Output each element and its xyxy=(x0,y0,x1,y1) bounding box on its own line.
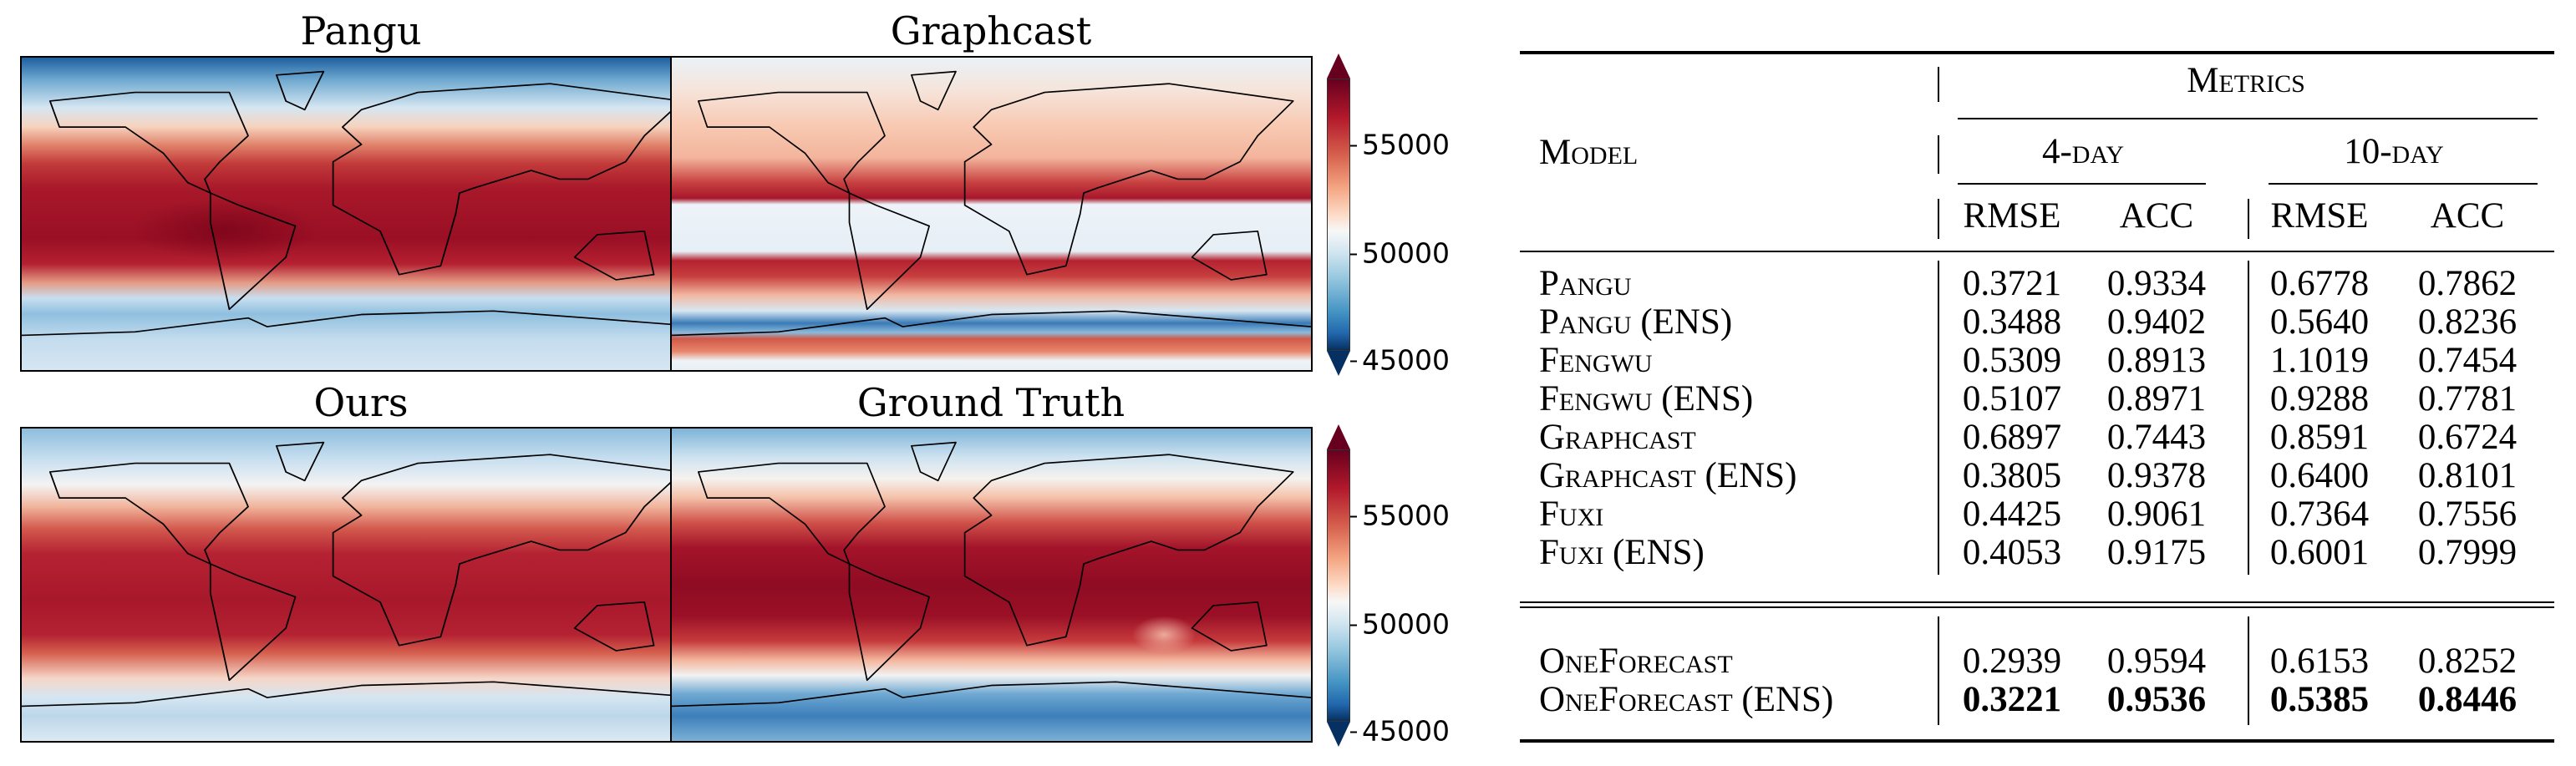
body-vline xyxy=(2248,616,2249,725)
colorbar-gradient xyxy=(1327,79,1350,351)
header-4-day: 4-day xyxy=(2041,132,2125,171)
cell-acc-10-day: 0.8252 xyxy=(2417,642,2518,681)
colorbar-tick: 55000 xyxy=(1350,128,1450,161)
double-rule-b xyxy=(1520,606,2554,608)
cell-rmse-10-day: 0.5640 xyxy=(2269,302,2370,342)
cell-acc-10-day: 0.7556 xyxy=(2417,495,2518,534)
header-vline xyxy=(1938,135,1939,174)
colorbar-tick: 55000 xyxy=(1350,499,1450,532)
cell-rmse-4-day: 0.4425 xyxy=(1962,495,2062,534)
cell-acc-4-day: 0.9175 xyxy=(2106,533,2207,572)
cell-rmse-10-day: 1.1019 xyxy=(2269,341,2370,380)
header-rmse-4-day: RMSE xyxy=(1963,196,2061,236)
panel-title-ground-truth: Ground Truth xyxy=(856,380,1125,425)
cell-rmse-4-day: 0.3221 xyxy=(1962,680,2062,719)
colorbar-tick: 50000 xyxy=(1350,236,1450,270)
row-model-name: Pangu xyxy=(1539,264,1632,303)
top-rule xyxy=(1520,51,2554,54)
panel-title-ours: Ours xyxy=(313,380,409,425)
colorbar-tick: 45000 xyxy=(1350,714,1450,748)
cell-acc-4-day: 0.9334 xyxy=(2106,264,2207,303)
colorbar-tick: 50000 xyxy=(1350,607,1450,641)
row-model-name: Fuxi (ENS) xyxy=(1539,533,1705,572)
map-graphcast xyxy=(670,56,1313,372)
row-model-name: Fengwu xyxy=(1539,341,1653,380)
cell-rmse-10-day: 0.9288 xyxy=(2269,379,2370,419)
cell-acc-4-day: 0.9378 xyxy=(2106,456,2207,495)
colorbar-bottom xyxy=(1327,424,1350,747)
map-ground-truth xyxy=(670,427,1313,743)
row-model-name: Pangu (ENS) xyxy=(1539,302,1733,342)
mid-rule xyxy=(1520,251,2554,252)
body-vline xyxy=(1938,261,1939,575)
header-vline xyxy=(1938,199,1939,239)
cell-acc-10-day: 0.7454 xyxy=(2417,341,2518,380)
cell-rmse-4-day: 0.4053 xyxy=(1962,533,2062,572)
cell-rmse-4-day: 0.6897 xyxy=(1962,418,2062,457)
cell-acc-10-day: 0.7862 xyxy=(2417,264,2518,303)
header-rmse-10-day: RMSE xyxy=(2270,196,2369,236)
cell-acc-4-day: 0.9061 xyxy=(2106,495,2207,534)
header-acc-10-day: ACC xyxy=(2430,196,2505,236)
cell-rmse-10-day: 0.6001 xyxy=(2269,533,2370,572)
cell-rmse-4-day: 0.3805 xyxy=(1962,456,2062,495)
double-rule-a xyxy=(1520,601,2554,603)
panel-title-pangu: Pangu xyxy=(300,8,422,53)
header-acc-4-day: ACC xyxy=(2119,196,2194,236)
cell-acc-10-day: 0.8446 xyxy=(2417,680,2518,719)
cell-rmse-4-day: 0.3721 xyxy=(1962,264,2062,303)
body-vline xyxy=(2248,261,2249,575)
row-model-name: Fuxi xyxy=(1539,495,1604,534)
header-vline xyxy=(1938,67,1939,102)
colorbar-extend-min-icon xyxy=(1327,722,1350,747)
cmidrule-10-day xyxy=(2269,183,2538,185)
row-model-name: Fengwu (ENS) xyxy=(1539,379,1754,419)
colorbar-extend-max-icon xyxy=(1327,424,1350,449)
colorbar-extend-max-icon xyxy=(1327,53,1350,79)
colorbar-gradient xyxy=(1327,449,1350,722)
cell-rmse-4-day: 0.5309 xyxy=(1962,341,2062,380)
map-pangu xyxy=(20,56,703,372)
row-model-name: OneForecast (ENS) xyxy=(1539,680,1834,719)
bottom-rule xyxy=(1520,739,2554,743)
cell-acc-10-day: 0.7781 xyxy=(2417,379,2518,419)
cell-acc-4-day: 0.8971 xyxy=(2106,379,2207,419)
cell-acc-4-day: 0.8913 xyxy=(2106,341,2207,380)
cell-acc-4-day: 0.9594 xyxy=(2106,642,2207,681)
cell-rmse-4-day: 0.3488 xyxy=(1962,302,2062,342)
body-vline xyxy=(1938,616,1939,725)
cell-rmse-10-day: 0.6778 xyxy=(2269,264,2370,303)
cell-rmse-10-day: 0.7364 xyxy=(2269,495,2370,534)
panel-title-graphcast: Graphcast xyxy=(890,8,1092,53)
cell-rmse-4-day: 0.2939 xyxy=(1962,642,2062,681)
colorbar-extend-min-icon xyxy=(1327,351,1350,376)
cell-rmse-10-day: 0.6400 xyxy=(2269,456,2370,495)
header-vline xyxy=(2248,199,2249,239)
cell-acc-10-day: 0.7999 xyxy=(2417,533,2518,572)
cmidrule-4-day xyxy=(1958,183,2206,185)
map-ours xyxy=(20,427,703,743)
header-10-day: 10-day xyxy=(2344,132,2444,171)
cell-acc-4-day: 0.9402 xyxy=(2106,302,2207,342)
cell-rmse-10-day: 0.6153 xyxy=(2269,642,2370,681)
cell-rmse-4-day: 0.5107 xyxy=(1962,379,2062,419)
cell-acc-10-day: 0.8101 xyxy=(2417,456,2518,495)
cell-rmse-10-day: 0.5385 xyxy=(2269,680,2370,719)
cell-rmse-10-day: 0.8591 xyxy=(2269,418,2370,457)
row-model-name: OneForecast xyxy=(1539,642,1733,681)
cell-acc-10-day: 0.8236 xyxy=(2417,302,2518,342)
cell-acc-4-day: 0.9536 xyxy=(2106,680,2207,719)
cell-acc-4-day: 0.7443 xyxy=(2106,418,2207,457)
colorbar-tick: 45000 xyxy=(1350,343,1450,377)
cell-acc-10-day: 0.6724 xyxy=(2417,418,2518,457)
metrics-rule xyxy=(1958,118,2538,119)
colorbar-top xyxy=(1327,53,1350,376)
row-model-name: Graphcast (ENS) xyxy=(1539,456,1797,495)
header-model: Model xyxy=(1539,133,1639,172)
header-metrics: Metrics xyxy=(2187,61,2305,100)
row-model-name: Graphcast xyxy=(1539,418,1696,457)
